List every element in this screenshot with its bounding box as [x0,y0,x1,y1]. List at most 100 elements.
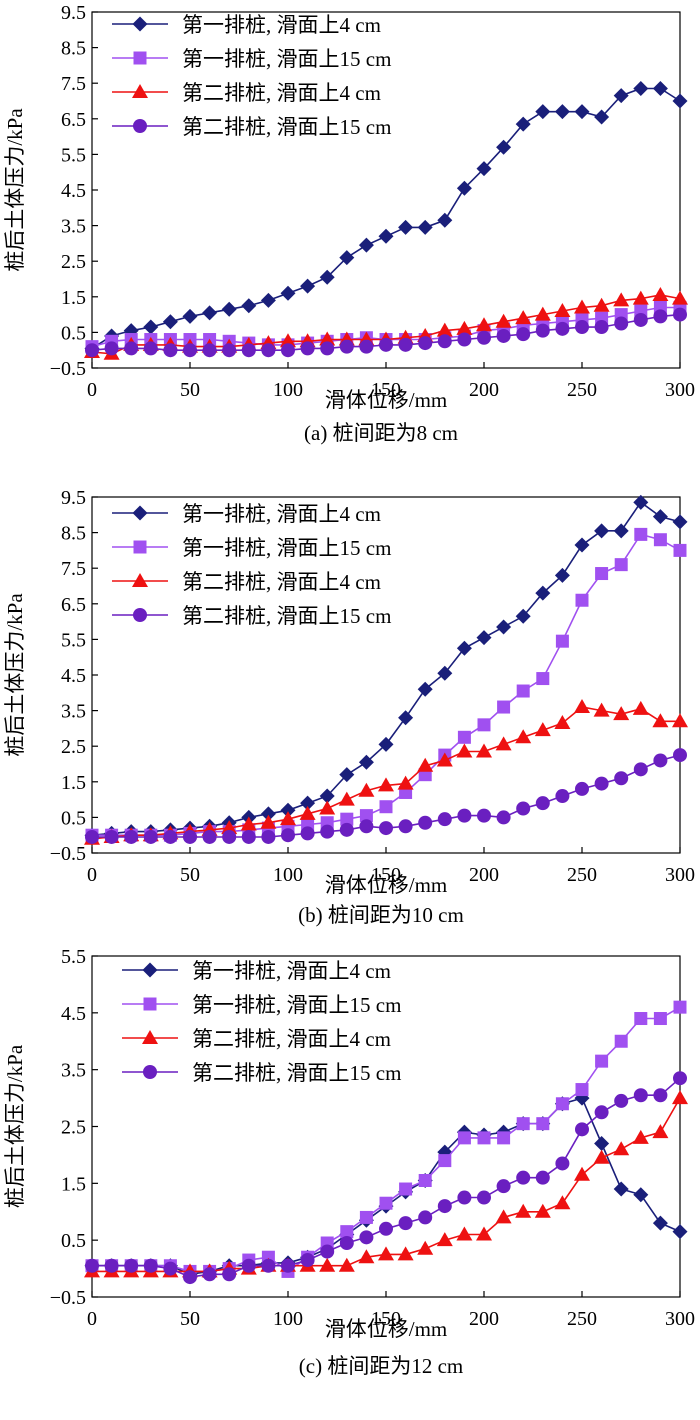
legend-label: 第二排桩, 滑面上4 cm [192,1027,391,1051]
data-point [241,343,256,358]
x-tick-label: 250 [567,1308,597,1330]
data-point [595,1054,609,1068]
data-point [261,829,276,844]
data-point [476,317,492,332]
data-point [418,1210,433,1225]
data-point [437,665,453,681]
data-point [280,285,296,301]
data-point [339,339,354,354]
data-point [163,343,178,358]
y-tick-label: 6.5 [61,109,86,131]
legend-label: 第二排桩, 滑面上4 cm [182,81,381,105]
data-point [673,543,687,557]
data-point [614,316,629,331]
data-point [516,1170,531,1185]
data-point [496,619,512,635]
data-point [497,700,511,714]
data-point [554,104,570,120]
data-point [456,180,472,196]
x-tick-label: 250 [567,379,597,401]
data-point [652,509,668,525]
x-tick-label: 0 [87,1308,97,1330]
y-tick-label: 1.5 [61,287,86,309]
panel-caption: (b) 桩间距为10 cm [298,903,464,927]
data-point [240,816,257,831]
data-point [359,339,374,354]
data-point [613,292,630,307]
data-point [574,104,590,120]
data-point [653,753,668,768]
data-point [183,343,197,358]
data-point [652,81,668,97]
data-point [534,722,551,737]
y-tick-label: 4.5 [61,180,86,202]
legend-label: 第一排桩, 滑面上4 cm [182,13,381,37]
y-tick-label: 2.5 [61,736,86,758]
data-point [300,795,316,811]
data-point [496,139,512,155]
data-point [202,1267,217,1282]
data-point [397,775,414,790]
legend-marker [133,540,147,554]
data-point [222,343,237,358]
data-point [398,819,413,834]
legend-marker [132,16,148,32]
data-point [476,1226,492,1241]
data-point [613,1141,630,1156]
data-point [672,93,688,109]
data-point [575,1083,589,1097]
data-point [320,1244,335,1259]
data-point [515,310,532,325]
y-tick-label: 4.5 [61,665,86,687]
data-point [672,1090,688,1105]
y-axis-label: 桩后土体压力/kPa [3,108,27,272]
y-tick-label: 2.5 [61,251,86,273]
data-point [457,1190,472,1205]
legend: 第一排桩, 滑面上4 cm 第一排桩, 滑面上15 cm 第二排桩, 滑面上4 cm… [112,13,391,139]
data-point [457,332,472,347]
x-tick-label: 100 [273,1308,303,1330]
y-tick-label: 0.5 [61,322,86,344]
x-tick-label: 250 [567,864,597,886]
data-point [124,341,139,356]
legend-label: 第一排桩, 滑面上4 cm [192,959,391,983]
data-point [241,298,257,314]
data-point [555,321,570,336]
data-point [398,1216,413,1231]
data-point [594,109,610,125]
data-point [85,1258,99,1273]
legend-label: 第二排桩, 滑面上4 cm [182,570,381,594]
x-tick-label: 150 [371,864,401,886]
data-point [594,776,609,791]
data-point [319,269,335,285]
data-point [338,791,355,806]
data-point [436,752,453,767]
data-point [241,1258,256,1273]
data-point [398,219,414,235]
data-point [338,1257,355,1272]
series-4 [85,307,687,358]
legend-label: 第一排桩, 滑面上15 cm [182,536,391,560]
data-point [437,812,452,827]
data-point [417,1240,434,1255]
data-point [653,533,667,547]
data-point [280,802,296,818]
data-point [672,713,688,728]
data-point [574,537,590,553]
data-point [339,1236,354,1251]
data-point [319,1257,336,1272]
data-point [574,699,590,714]
legend-label: 第二排桩, 滑面上15 cm [192,1061,401,1085]
data-point [613,88,629,104]
data-point [633,1088,648,1103]
data-point [515,608,531,624]
data-point [516,684,530,698]
data-point [163,829,178,844]
data-point [104,341,119,356]
data-point [359,819,374,834]
data-point [554,715,571,730]
x-tick-label: 0 [87,864,97,886]
data-point [653,1088,668,1103]
data-point [436,1232,453,1247]
y-tick-label: 3.5 [61,216,86,238]
